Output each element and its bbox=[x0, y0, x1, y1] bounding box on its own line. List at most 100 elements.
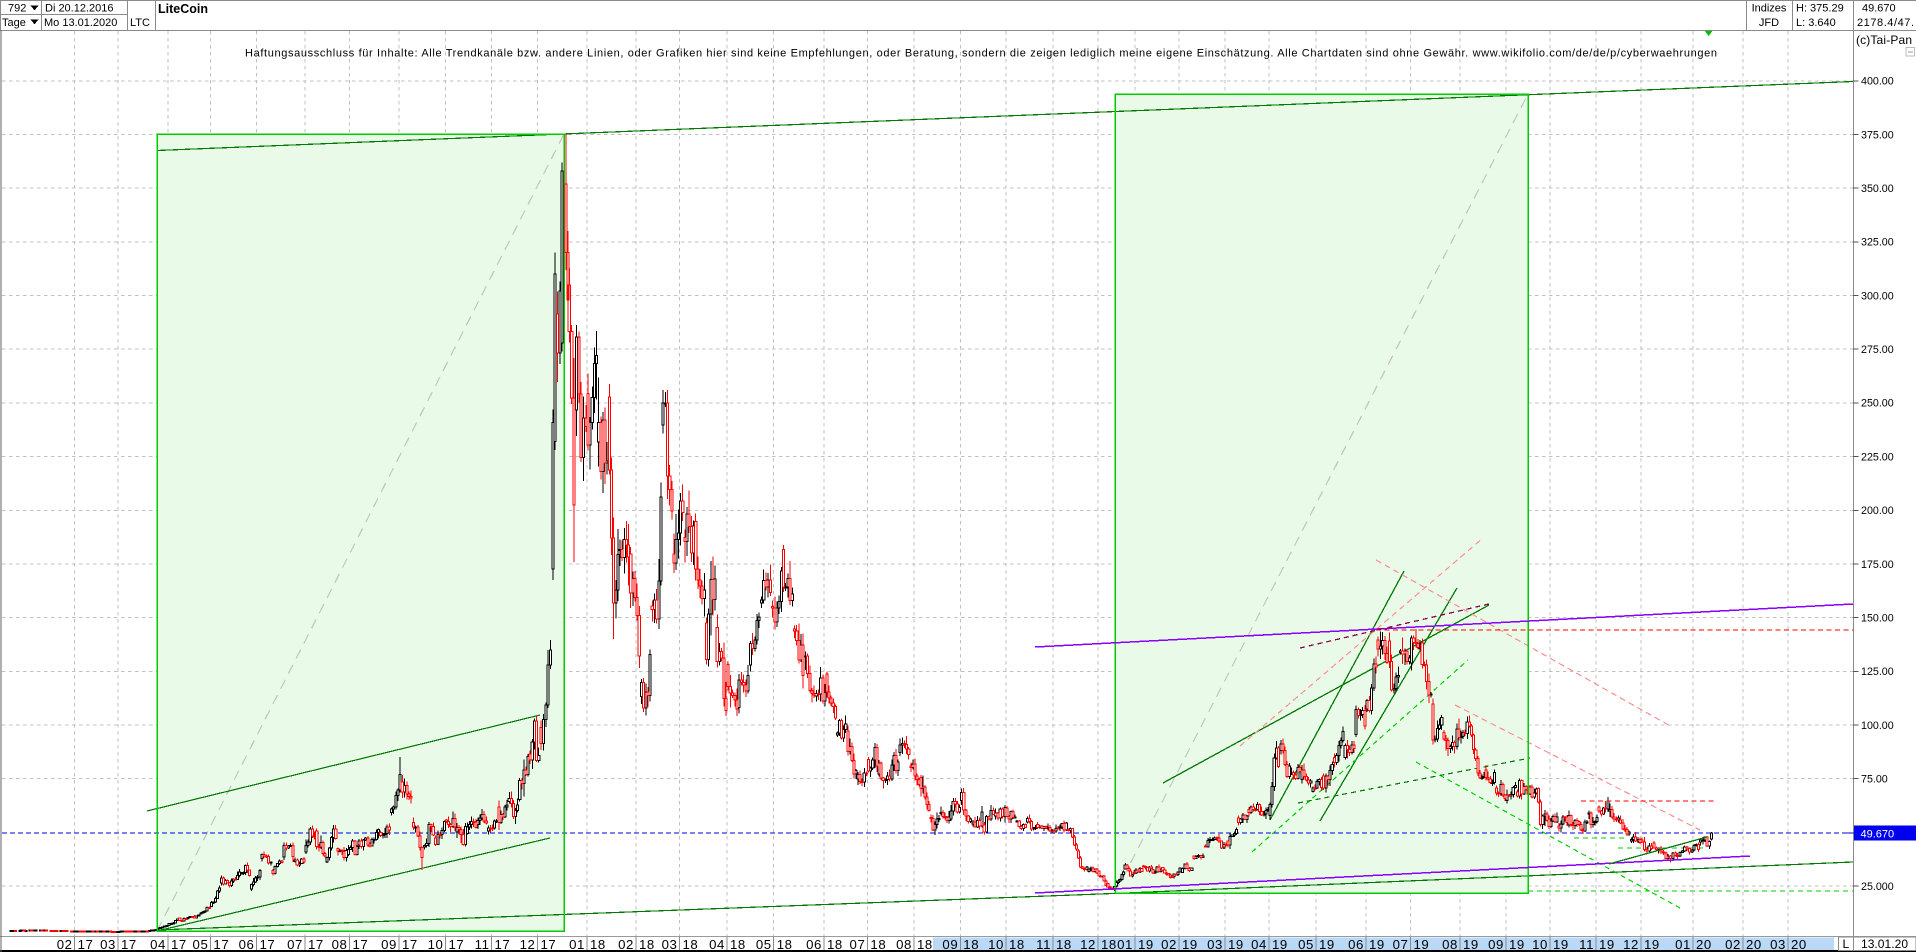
svg-text:275.00: 275.00 bbox=[1861, 344, 1894, 356]
svg-text:07: 07 bbox=[287, 937, 303, 952]
svg-text:19: 19 bbox=[1228, 937, 1244, 952]
svg-text:18: 18 bbox=[1101, 937, 1117, 952]
svg-text:10: 10 bbox=[428, 937, 444, 952]
svg-text:17: 17 bbox=[260, 937, 276, 952]
svg-text:49.670: 49.670 bbox=[1862, 3, 1896, 15]
svg-text:LTC: LTC bbox=[130, 17, 150, 29]
svg-text:18: 18 bbox=[777, 937, 793, 952]
svg-text:04: 04 bbox=[1251, 937, 1267, 952]
svg-text:17: 17 bbox=[402, 937, 418, 952]
svg-text:49.670: 49.670 bbox=[1861, 829, 1895, 841]
svg-text:01: 01 bbox=[1675, 937, 1691, 952]
svg-text:01: 01 bbox=[1117, 937, 1133, 952]
svg-text:05: 05 bbox=[756, 937, 772, 952]
svg-text:18: 18 bbox=[730, 937, 746, 952]
svg-text:07: 07 bbox=[1393, 937, 1409, 952]
svg-text:18: 18 bbox=[827, 937, 843, 952]
svg-text:100.00: 100.00 bbox=[1861, 720, 1894, 732]
svg-text:19: 19 bbox=[1599, 937, 1615, 952]
svg-text:10: 10 bbox=[1532, 937, 1548, 952]
svg-text:01: 01 bbox=[569, 937, 585, 952]
svg-text:18: 18 bbox=[963, 937, 979, 952]
svg-text:18: 18 bbox=[590, 937, 606, 952]
svg-text:03: 03 bbox=[662, 937, 678, 952]
svg-text:08: 08 bbox=[896, 937, 912, 952]
svg-text:08: 08 bbox=[332, 937, 348, 952]
svg-text:400.00: 400.00 bbox=[1861, 76, 1894, 88]
svg-text:19: 19 bbox=[1182, 937, 1198, 952]
svg-text:18: 18 bbox=[1056, 937, 1072, 952]
svg-text:09: 09 bbox=[381, 937, 397, 952]
svg-text:18: 18 bbox=[917, 937, 933, 952]
svg-text:12: 12 bbox=[1080, 937, 1096, 952]
svg-text:06: 06 bbox=[239, 937, 255, 952]
svg-text:11: 11 bbox=[1036, 937, 1051, 952]
svg-text:150.00: 150.00 bbox=[1861, 612, 1894, 624]
svg-text:04: 04 bbox=[150, 937, 166, 952]
svg-text:19: 19 bbox=[1319, 937, 1335, 952]
svg-text:Haftungsausschluss für Inhalte: Haftungsausschluss für Inhalte: Alle Tre… bbox=[245, 48, 1717, 60]
svg-text:200.00: 200.00 bbox=[1861, 505, 1894, 517]
svg-text:06: 06 bbox=[806, 937, 822, 952]
svg-text:03: 03 bbox=[100, 937, 116, 952]
svg-text:02: 02 bbox=[1725, 937, 1741, 952]
svg-text:09: 09 bbox=[1488, 937, 1504, 952]
svg-text:25.000: 25.000 bbox=[1861, 881, 1894, 893]
svg-text:19: 19 bbox=[1509, 937, 1525, 952]
svg-text:19: 19 bbox=[1272, 937, 1288, 952]
svg-text:250.00: 250.00 bbox=[1861, 398, 1894, 410]
svg-text:18: 18 bbox=[683, 937, 699, 952]
svg-text:125.00: 125.00 bbox=[1861, 666, 1894, 678]
svg-text:325.00: 325.00 bbox=[1861, 237, 1894, 249]
svg-text:02: 02 bbox=[1161, 937, 1177, 952]
svg-text:17: 17 bbox=[353, 937, 369, 952]
svg-text:Indizes: Indizes bbox=[1752, 3, 1787, 15]
svg-text:375.00: 375.00 bbox=[1861, 129, 1894, 141]
svg-text:(c)Tai-Pan: (c)Tai-Pan bbox=[1856, 33, 1912, 47]
svg-text:09: 09 bbox=[942, 937, 958, 952]
svg-text:08: 08 bbox=[1442, 937, 1458, 952]
svg-text:18: 18 bbox=[870, 937, 886, 952]
svg-text:19: 19 bbox=[1553, 937, 1569, 952]
svg-text:175.00: 175.00 bbox=[1861, 559, 1894, 571]
svg-text:02: 02 bbox=[618, 937, 634, 952]
svg-text:225.00: 225.00 bbox=[1861, 451, 1894, 463]
svg-text:Mo 13.01.2020: Mo 13.01.2020 bbox=[44, 17, 117, 29]
svg-text:20: 20 bbox=[1791, 937, 1807, 952]
svg-text:10: 10 bbox=[988, 937, 1004, 952]
svg-text:JFD: JFD bbox=[1759, 17, 1779, 29]
svg-text:17: 17 bbox=[541, 937, 557, 952]
svg-text:17: 17 bbox=[213, 937, 229, 952]
svg-text:Di 20.12.2016: Di 20.12.2016 bbox=[45, 3, 114, 15]
svg-text:2178.4/47.: 2178.4/47. bbox=[1857, 17, 1914, 29]
svg-text:02: 02 bbox=[57, 937, 73, 952]
svg-text:11: 11 bbox=[1579, 937, 1594, 952]
svg-text:300.00: 300.00 bbox=[1861, 290, 1894, 302]
svg-text:12: 12 bbox=[1623, 937, 1639, 952]
svg-text:17: 17 bbox=[308, 937, 324, 952]
svg-text:18: 18 bbox=[1009, 937, 1025, 952]
svg-text:L: L bbox=[1843, 937, 1850, 951]
svg-text:04: 04 bbox=[709, 937, 725, 952]
svg-text:LiteCoin: LiteCoin bbox=[158, 2, 208, 16]
svg-text:03: 03 bbox=[1770, 937, 1786, 952]
svg-text:13.01.20: 13.01.20 bbox=[1861, 937, 1908, 951]
svg-text:03: 03 bbox=[1207, 937, 1223, 952]
svg-text:11: 11 bbox=[475, 937, 490, 952]
svg-text:17: 17 bbox=[449, 937, 465, 952]
svg-text:Tage: Tage bbox=[2, 17, 26, 29]
svg-text:19: 19 bbox=[1414, 937, 1430, 952]
svg-text:19: 19 bbox=[1138, 937, 1154, 952]
svg-text:17: 17 bbox=[78, 937, 94, 952]
svg-text:07: 07 bbox=[850, 937, 866, 952]
svg-text:05: 05 bbox=[193, 937, 209, 952]
svg-text:19: 19 bbox=[1369, 937, 1385, 952]
svg-text:75.00: 75.00 bbox=[1861, 773, 1888, 785]
svg-text:20: 20 bbox=[1746, 937, 1762, 952]
svg-text:12: 12 bbox=[520, 937, 536, 952]
svg-text:19: 19 bbox=[1463, 937, 1479, 952]
svg-text:05: 05 bbox=[1298, 937, 1314, 952]
svg-text:19: 19 bbox=[1644, 937, 1660, 952]
svg-text:792: 792 bbox=[8, 3, 26, 15]
svg-text:17: 17 bbox=[171, 937, 187, 952]
